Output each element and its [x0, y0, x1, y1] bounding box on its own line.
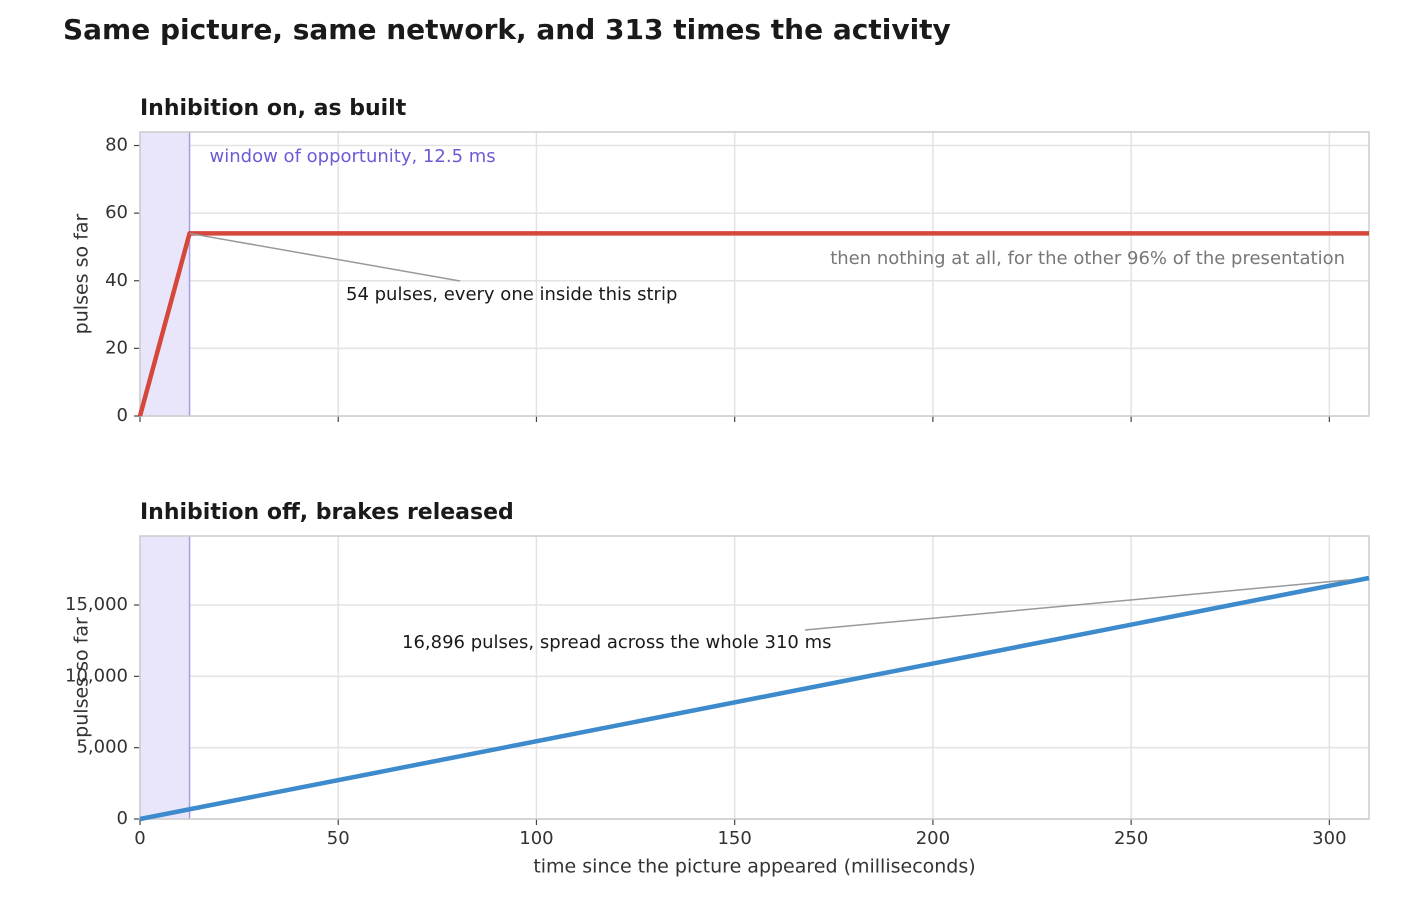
subplot-title: Inhibition on, as built: [140, 96, 407, 121]
y-tick-label: 0: [117, 405, 128, 426]
plot-frame: [139, 131, 1370, 417]
annotation: 54 pulses, every one inside this strip: [346, 284, 677, 305]
plot-frame: [139, 535, 1370, 820]
figure-title: Same picture, same network, and 313 time…: [63, 13, 951, 46]
x-tick-label: 250: [1114, 828, 1148, 849]
window-span: [140, 132, 190, 416]
y-axis-label: pulses so far: [71, 617, 93, 738]
x-tick-label: 50: [327, 828, 350, 849]
y-tick-label: 20: [105, 337, 128, 358]
subplot-title: Inhibition off, brakes released: [140, 500, 514, 525]
x-tick-label: 200: [916, 828, 950, 849]
y-tick-label: 40: [105, 270, 128, 291]
annotation-arrow: [189, 232, 461, 282]
x-tick-label: 150: [717, 828, 751, 849]
x-axis-label: time since the picture appeared (millise…: [533, 856, 975, 878]
line-series: [137, 231, 1369, 417]
line-series: [139, 575, 1370, 822]
y-tick-label: 60: [105, 202, 128, 223]
x-tick-label: 100: [519, 828, 553, 849]
annotation: then nothing at all, for the other 96% o…: [830, 248, 1345, 269]
x-tick-label: 300: [1312, 828, 1346, 849]
annotation-arrow: [804, 579, 1350, 631]
y-tick-label: 10,000: [65, 665, 128, 686]
y-tick-label: 5,000: [76, 737, 128, 758]
y-axis-label: pulses so far: [71, 214, 93, 335]
window-span: [140, 536, 190, 819]
y-tick-label: 80: [105, 135, 128, 156]
annotation: 16,896 pulses, spread across the whole 3…: [402, 632, 832, 653]
x-tick-label: 0: [134, 828, 145, 849]
y-tick-label: 0: [117, 808, 128, 829]
y-tick-label: 15,000: [65, 594, 128, 615]
window-label: window of opportunity, 12.5 ms: [210, 146, 496, 167]
